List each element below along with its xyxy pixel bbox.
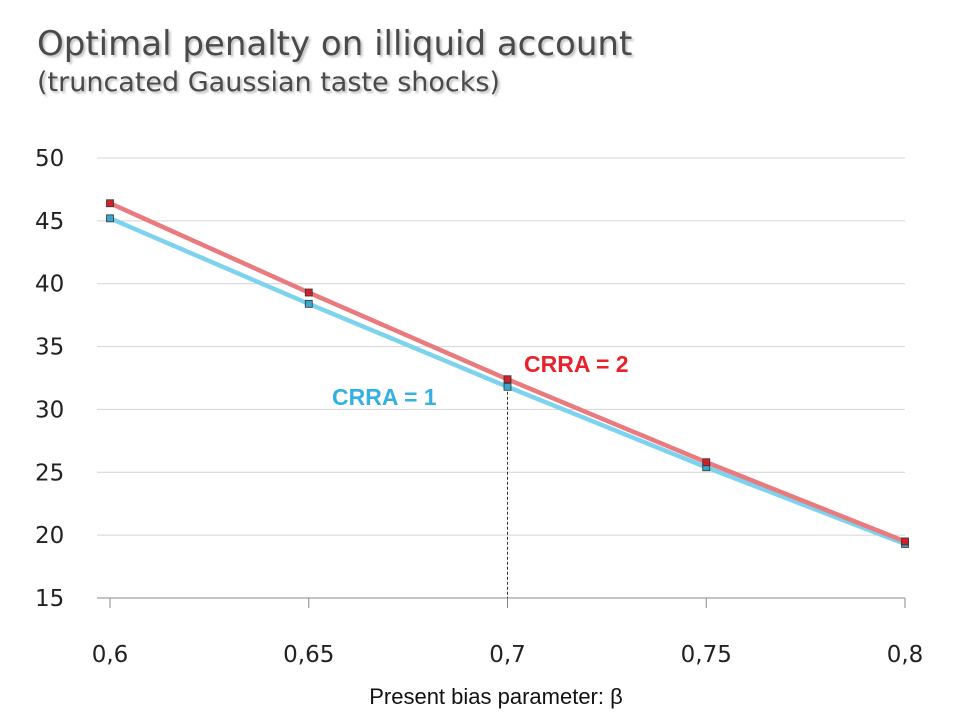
y-tick-label: 25: [35, 460, 64, 486]
series-labels: CRRA = 2 CRRA = 1: [332, 351, 629, 410]
x-tick-label: 0,65: [283, 642, 334, 668]
y-tick-label: 15: [35, 586, 64, 612]
y-tick-label: 35: [35, 335, 64, 361]
x-tick-label: 0,8: [887, 642, 924, 668]
x-axis-tick-labels: 0,6 0,65 0,7 0,75 0,8: [92, 642, 924, 668]
x-tick-label: 0,75: [681, 642, 732, 668]
x-axis-label: Present bias parameter: β: [369, 684, 623, 709]
data-point-crra-2: [503, 375, 512, 384]
series-markers: [106, 199, 909, 548]
y-tick-label: 20: [35, 523, 64, 549]
data-point-crra-2: [106, 199, 114, 208]
series-label-crra-2: CRRA = 2: [524, 351, 629, 377]
series-label-crra-1: CRRA = 1: [332, 384, 437, 410]
x-tick-label: 0,7: [489, 642, 526, 668]
gridlines: [97, 157, 905, 536]
y-tick-label: 45: [35, 209, 64, 235]
y-tick-label: 30: [35, 397, 64, 423]
data-point-crra-1: [106, 214, 114, 223]
chart-title: Optimal penalty on illiquid account (tru…: [37, 22, 937, 100]
data-point-crra-2: [304, 288, 313, 297]
title-line-2: (truncated Gaussian taste shocks): [37, 67, 500, 98]
data-point-crra-2: [901, 537, 909, 546]
axes: [97, 597, 906, 608]
y-tick-label: 40: [35, 272, 64, 298]
data-point-crra-1: [503, 382, 512, 391]
y-tick-label: 50: [35, 146, 64, 172]
data-point-crra-1: [304, 299, 313, 308]
x-tick-label: 0,6: [92, 642, 129, 668]
data-point-crra-2: [702, 458, 711, 467]
title-line-1: Optimal penalty on illiquid account: [37, 24, 633, 64]
series-line-crra-2: [109, 201, 906, 544]
y-axis-tick-labels: 15 20 25 30 35 40 45 50: [35, 146, 64, 612]
